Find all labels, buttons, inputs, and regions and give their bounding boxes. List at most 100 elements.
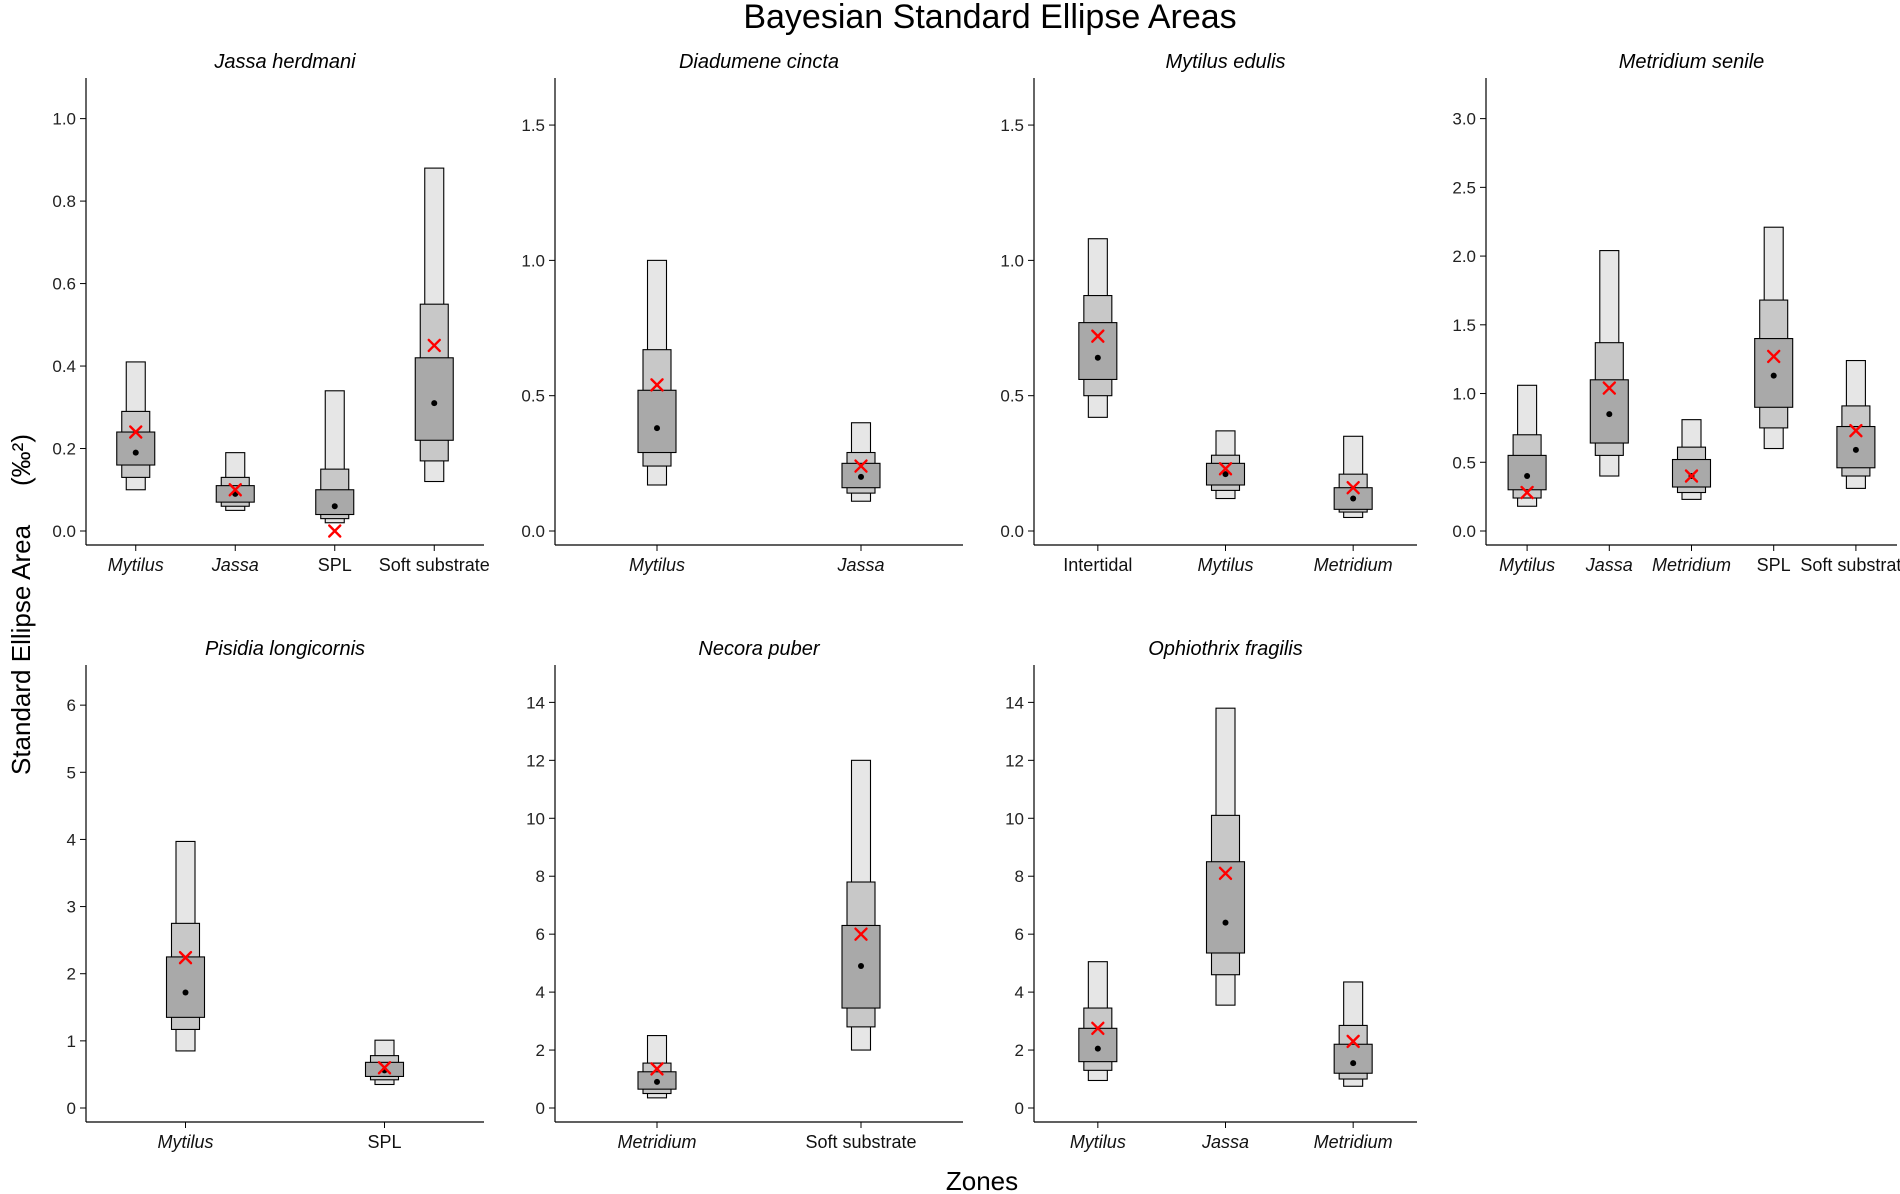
x-tick-label: Jassa (211, 555, 259, 575)
y-tick-label: 12 (1005, 751, 1024, 770)
sea-c-marker-stroke (1684, 469, 1699, 483)
category-metridium: Metridium (1652, 419, 1731, 575)
y-tick-label: 0.4 (52, 357, 76, 376)
x-tick-label: Soft substrate (1800, 555, 1900, 575)
y-tick-label: 10 (526, 809, 545, 828)
panel-title: Metridium senile (1619, 51, 1765, 73)
x-tick-label: Metridium (1314, 1132, 1393, 1152)
mode-point (1606, 411, 1613, 418)
y-tick-label: 0.5 (1000, 387, 1024, 406)
ci50-box (637, 389, 677, 454)
ci50-box (1507, 454, 1547, 491)
sea-c-marker-stroke (1849, 423, 1863, 438)
ci50-box (414, 357, 454, 441)
ci50-box (165, 956, 206, 1018)
sea-c-marker-stroke (129, 425, 143, 439)
y-axis-unit: (‰²) (6, 434, 36, 486)
panel-3: Mytilus edulis 0.0 0.5 1.0 1.5 Intertidal Myti… (1000, 51, 1417, 575)
x-tick-label: Mytilus (1499, 555, 1555, 575)
panel-2: Diadumene cincta 0.0 0.5 1.0 1.5 Mytilus Jassa (521, 51, 963, 575)
sea-c-marker-stroke (178, 950, 193, 965)
y-tick-label: 10 (1005, 809, 1024, 828)
y-tick-label: 4 (536, 983, 545, 1002)
mode-point (1094, 1045, 1101, 1052)
panel-title: Diadumene cincta (679, 51, 839, 73)
mode-point (1222, 919, 1229, 926)
y-tick-label: 2 (536, 1041, 545, 1060)
sea-c-marker-stroke (1218, 462, 1233, 476)
x-tick-label: SPL (367, 1132, 401, 1152)
y-tick-label: 6 (67, 696, 76, 715)
sea-c-marker-stroke (1346, 1034, 1360, 1049)
y-tick-label: 2 (1015, 1041, 1024, 1060)
y-tick-label: 4 (67, 830, 76, 849)
category-metridium: Metridium (617, 1035, 697, 1152)
y-tick-label: 2.5 (1452, 178, 1476, 197)
sea-c-marker-stroke (1766, 349, 1781, 364)
y-tick-label: 0.0 (1000, 522, 1024, 541)
panel-7: Ophiothrix fragilis 0 2 4 6 8 10 12 14 Mytilus Jas… (1005, 638, 1417, 1152)
panel-title: Pisidia longicornis (205, 638, 365, 660)
x-tick-label: Mytilus (1070, 1132, 1126, 1152)
sea-c-marker-stroke (854, 459, 868, 473)
y-tick-label: 0.0 (1452, 522, 1476, 541)
ci50-box (1078, 1027, 1118, 1063)
y-tick-label: 2.0 (1452, 247, 1476, 266)
y-tick-label: 1.0 (521, 251, 545, 270)
ci50-box (1333, 1043, 1373, 1074)
x-tick-label: Jassa (1585, 555, 1633, 575)
y-tick-label: 14 (526, 693, 545, 712)
category-metridium: Metridium (1314, 435, 1393, 575)
x-tick-label: Intertidal (1063, 555, 1132, 575)
sea-c-marker-stroke (1091, 329, 1105, 343)
category-mytilus: Mytilus (108, 361, 164, 575)
ci50-box (116, 431, 156, 466)
category-mytilus: Mytilus (1499, 384, 1555, 575)
category-metridium: Metridium (1314, 981, 1393, 1152)
y-tick-label: 1.0 (1452, 385, 1476, 404)
y-tick-label: 1.0 (1000, 251, 1024, 270)
y-tick-label: 1.5 (1452, 316, 1476, 335)
panel-title: Jassa herdmani (213, 51, 356, 73)
category-soft-substrate: Soft substrate (1800, 359, 1900, 575)
mode-point (1222, 471, 1229, 478)
category-spl: SPL (315, 390, 355, 575)
x-tick-label: Mytilus (1197, 555, 1253, 575)
y-tick-label: 0.0 (52, 522, 76, 541)
x-tick-label: Mytilus (108, 555, 164, 575)
y-tick-label: 0.2 (52, 440, 76, 459)
y-tick-label: 0.0 (521, 522, 545, 541)
x-axis-title: Zones (946, 1166, 1018, 1194)
y-tick-label: 14 (1005, 693, 1024, 712)
mode-point (1852, 446, 1859, 453)
x-tick-label: SPL (318, 555, 352, 575)
sea-c-marker-stroke (377, 1061, 392, 1075)
sea-c-marker-stroke (1091, 1021, 1105, 1036)
mode-point (1350, 1060, 1357, 1067)
category-jassa: Jassa (1585, 250, 1633, 575)
category-soft-substrate: Soft substrate (805, 759, 917, 1152)
y-tick-label: 0.6 (52, 275, 76, 294)
panel-4: Metridium senile 0.0 0.5 1.0 1.5 2.0 2.5 3.0 Myt… (1452, 51, 1900, 575)
y-tick-label: 2 (67, 965, 76, 984)
x-tick-label: SPL (1757, 555, 1791, 575)
category-mytilus: Mytilus (1197, 430, 1254, 575)
y-tick-label: 0 (67, 1099, 76, 1118)
sea-c-marker-stroke (328, 524, 342, 538)
panel-5: Pisidia longicornis 0 1 2 3 4 5 6 Mytilus SPL (67, 638, 484, 1152)
y-tick-label: 1.5 (521, 116, 545, 135)
sea-c-marker-stroke (1218, 866, 1233, 881)
y-tick-label: 6 (536, 925, 545, 944)
y-tick-label: 3.0 (1452, 110, 1476, 129)
panel-title: Necora puber (698, 638, 821, 660)
category-soft-substrate: Soft substrate (379, 167, 490, 575)
y-tick-label: 0.5 (1452, 453, 1476, 472)
mode-point (1770, 372, 1777, 379)
panel-1: Jassa herdmani 0.0 0.2 0.4 0.6 0.8 1.0 Mytilus J… (52, 51, 489, 575)
category-spl: SPL (364, 1039, 405, 1152)
y-tick-label: 3 (67, 898, 76, 917)
category-mytilus: Mytilus (157, 840, 214, 1152)
sea-c-marker-stroke (228, 483, 242, 497)
ci50-box (1754, 338, 1794, 408)
